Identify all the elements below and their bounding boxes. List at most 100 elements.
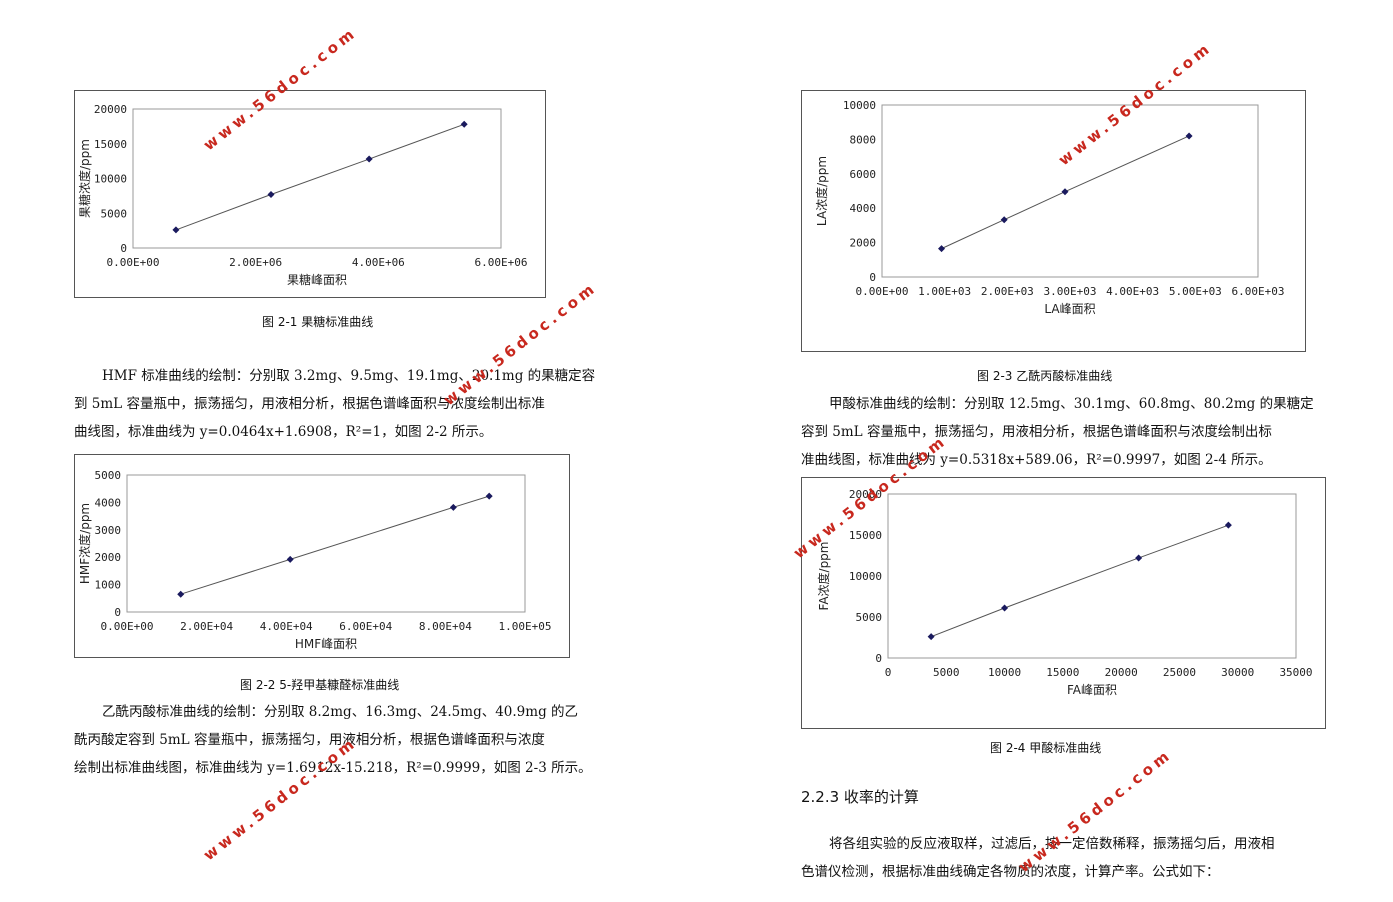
y-tick-label: 6000 [850, 168, 877, 181]
paragraph-fa: 甲酸标准曲线的绘制：分别取 12.5mg、30.1mg、60.8mg、80.2m… [801, 390, 1314, 474]
chart-fructose: 0 5000 10000 15000 20000 0.00E+00 2.00E+06 4.00… [74, 90, 546, 298]
caption-fig-2-4: 图 2-4 甲酸标准曲线 [990, 741, 1102, 755]
paragraph-line: 准曲线图，标准曲线为 y=0.5318x+589.06，R²=0.9997，如图… [801, 452, 1272, 468]
y-tick-label: 1000 [95, 579, 122, 592]
y-tick-label: 10000 [849, 570, 882, 583]
chart-levulinic-acid: 0 2000 4000 6000 8000 10000 0.00E+00 1.00E+03 2.… [801, 90, 1306, 352]
chart-fructose-svg: 0 5000 10000 15000 20000 0.00E+00 2.00E+06 4.00… [77, 103, 528, 287]
chart-formic-acid: 0 5000 10000 15000 20000 0 5000 10000 15000 20000… [801, 477, 1326, 729]
y-tick-label: 10000 [94, 173, 127, 186]
y-tick-label: 2000 [850, 237, 877, 250]
x-tick-label: 2.00E+04 [180, 620, 233, 633]
data-point [927, 633, 935, 641]
y-tick-label: 4000 [850, 202, 877, 215]
y-tick-label: 2000 [95, 551, 122, 564]
paragraph-hmf: HMF 标准曲线的绘制：分别取 3.2mg、9.5mg、19.1mg、20.1m… [74, 362, 595, 446]
chart-fa-svg: 0 5000 10000 15000 20000 0 5000 10000 15000 20000… [816, 488, 1313, 697]
x-axis-label: LA峰面积 [1044, 302, 1095, 316]
series-line [175, 123, 465, 231]
data-point [177, 590, 185, 598]
data-point [485, 492, 493, 500]
y-axis-label: FA浓度/ppm [816, 542, 831, 611]
data-point [1135, 554, 1143, 562]
y-axis-label: 果糖浓度/ppm [77, 139, 92, 218]
x-tick-label: 5000 [933, 666, 960, 679]
x-tick-label: 0.00E+00 [107, 256, 160, 269]
paragraph-line: 将各组实验的反应液取样，过滤后，按一定倍数稀释，振荡摇匀后，用液相 [829, 836, 1275, 852]
data-point [172, 226, 180, 234]
x-tick-label: 0 [885, 666, 892, 679]
paragraph-line: 甲酸标准曲线的绘制：分别取 12.5mg、30.1mg、60.8mg、80.2m… [829, 396, 1314, 412]
y-axis-label: LA浓度/ppm [814, 156, 829, 226]
y-tick-label: 15000 [94, 138, 127, 151]
plot-area [132, 108, 502, 249]
paragraph-line: 乙酰丙酸标准曲线的绘制：分别取 8.2mg、16.3mg、24.5mg、40.9… [102, 704, 578, 720]
y-tick-label: 0 [869, 271, 876, 284]
y-tick-label: 10000 [843, 99, 876, 112]
chart-la-svg: 0 2000 4000 6000 8000 10000 0.00E+00 1.00E+03 2.… [814, 99, 1285, 316]
data-point [938, 245, 946, 253]
paragraph-line: 容到 5mL 容量瓶中，振荡摇匀，用液相分析，根据色谱峰面积与浓度绘制出标 [801, 424, 1272, 440]
chart-hmf-svg: 0 1000 2000 3000 4000 5000 0.00E+00 2.00E+04 4.0… [77, 469, 552, 651]
y-tick-label: 3000 [95, 524, 122, 537]
plot-area [887, 493, 1297, 659]
y-axis-label: HMF浓度/ppm [77, 503, 92, 584]
paragraph-line: 色谱仪检测，根据标准曲线确定各物质的浓度，计算产率。公式如下： [801, 864, 1220, 880]
data-point [1061, 188, 1069, 196]
y-tick-label: 0 [114, 606, 121, 619]
paragraph-yield: 将各组实验的反应液取样，过滤后，按一定倍数稀释，振荡摇匀后，用液相 色谱仪检测，… [801, 830, 1275, 886]
x-tick-label: 0.00E+00 [101, 620, 154, 633]
y-tick-label: 5000 [95, 469, 122, 482]
paragraph-line: 到 5mL 容量瓶中，振荡摇匀，用液相分析，根据色谱峰面积与浓度绘制出标准 [74, 396, 545, 412]
x-tick-label: 6.00E+06 [475, 256, 528, 269]
y-tick-label: 8000 [850, 133, 877, 146]
caption-fig-2-2: 图 2-2 5-羟甲基糠醛标准曲线 [240, 678, 400, 692]
x-tick-label: 6.00E+04 [339, 620, 392, 633]
caption-fig-2-1: 图 2-1 果糖标准曲线 [262, 315, 374, 329]
data-point [1000, 216, 1008, 224]
x-tick-label: 8.00E+04 [419, 620, 472, 633]
data-point [267, 190, 275, 198]
x-tick-label: 3.00E+03 [1044, 285, 1097, 298]
plot-area [881, 104, 1259, 278]
x-tick-label: 30000 [1221, 666, 1254, 679]
series-line [930, 524, 1229, 638]
data-point [286, 555, 294, 563]
paragraph-line: 酰丙酸定容到 5mL 容量瓶中，振荡摇匀，用液相分析，根据色谱峰面积与浓度 [74, 732, 545, 748]
x-tick-label: 15000 [1046, 666, 1079, 679]
data-point [1185, 132, 1193, 140]
x-tick-label: 2.00E+06 [229, 256, 282, 269]
chart-hmf: 0 1000 2000 3000 4000 5000 0.00E+00 2.00E+04 4.0… [74, 454, 570, 658]
x-tick-label: 0.00E+00 [856, 285, 909, 298]
x-tick-label: 1.00E+05 [499, 620, 552, 633]
x-axis-label: HMF峰面积 [295, 637, 357, 651]
x-tick-label: 35000 [1279, 666, 1312, 679]
x-tick-label: 25000 [1163, 666, 1196, 679]
y-tick-label: 5000 [856, 611, 883, 624]
paragraph-la: 乙酰丙酸标准曲线的绘制：分别取 8.2mg、16.3mg、24.5mg、40.9… [74, 698, 592, 782]
data-point [449, 503, 457, 511]
x-tick-label: 6.00E+03 [1232, 285, 1285, 298]
series-line [180, 495, 490, 595]
data-point [365, 155, 373, 163]
paragraph-line: HMF 标准曲线的绘制：分别取 3.2mg、9.5mg、19.1mg、20.1m… [102, 368, 596, 384]
paragraph-line: 绘制出标准曲线图，标准曲线为 y=1.6912x-15.218，R²=0.999… [74, 760, 592, 776]
x-axis-label: 果糖峰面积 [287, 272, 347, 287]
caption-fig-2-3: 图 2-3 乙酰丙酸标准曲线 [977, 369, 1113, 383]
y-tick-label: 0 [875, 652, 882, 665]
plot-area [126, 474, 526, 613]
y-tick-label: 20000 [94, 103, 127, 116]
y-tick-label: 20000 [849, 488, 882, 501]
x-axis-label: FA峰面积 [1067, 683, 1117, 697]
y-tick-label: 5000 [101, 207, 128, 220]
x-tick-label: 4.00E+03 [1106, 285, 1159, 298]
y-tick-label: 4000 [95, 496, 122, 509]
paragraph-line: 曲线图，标准曲线为 y=0.0464x+1.6908，R²=1，如图 2-2 所… [74, 424, 493, 440]
data-point [1001, 604, 1009, 612]
x-tick-label: 4.00E+06 [352, 256, 405, 269]
y-tick-label: 0 [120, 242, 127, 255]
series-line [941, 135, 1190, 250]
data-point [1224, 521, 1232, 529]
x-tick-label: 20000 [1105, 666, 1138, 679]
data-point [460, 120, 468, 128]
